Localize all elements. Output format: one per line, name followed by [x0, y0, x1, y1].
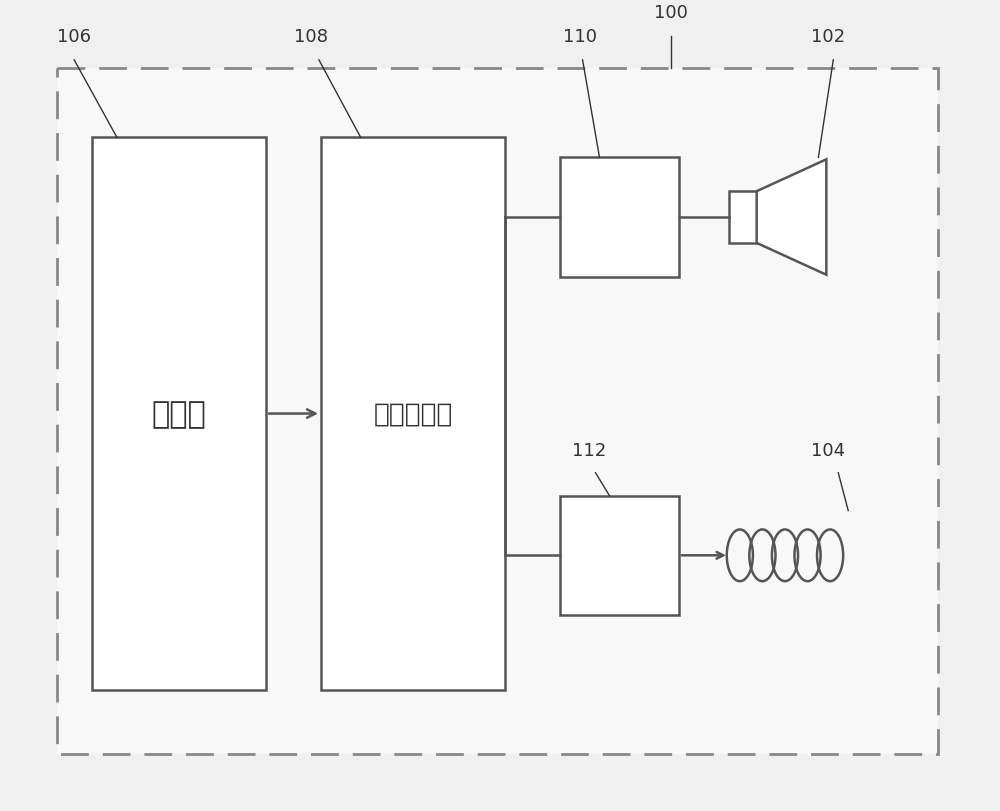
Text: 100: 100 — [654, 4, 688, 22]
Text: 108: 108 — [294, 28, 328, 46]
Bar — [57, 69, 938, 754]
Text: 处理器: 处理器 — [152, 400, 207, 428]
Text: 110: 110 — [563, 28, 597, 46]
Text: 102: 102 — [811, 28, 845, 46]
Text: 信号处理器: 信号处理器 — [373, 401, 453, 427]
Bar — [560, 158, 679, 277]
Text: 104: 104 — [811, 441, 845, 459]
Bar — [92, 139, 266, 690]
Bar — [321, 139, 505, 690]
Text: 112: 112 — [572, 441, 607, 459]
Polygon shape — [757, 160, 826, 276]
Bar — [57, 69, 938, 754]
Bar — [729, 192, 757, 243]
Bar — [560, 496, 679, 616]
Text: 106: 106 — [57, 28, 91, 46]
